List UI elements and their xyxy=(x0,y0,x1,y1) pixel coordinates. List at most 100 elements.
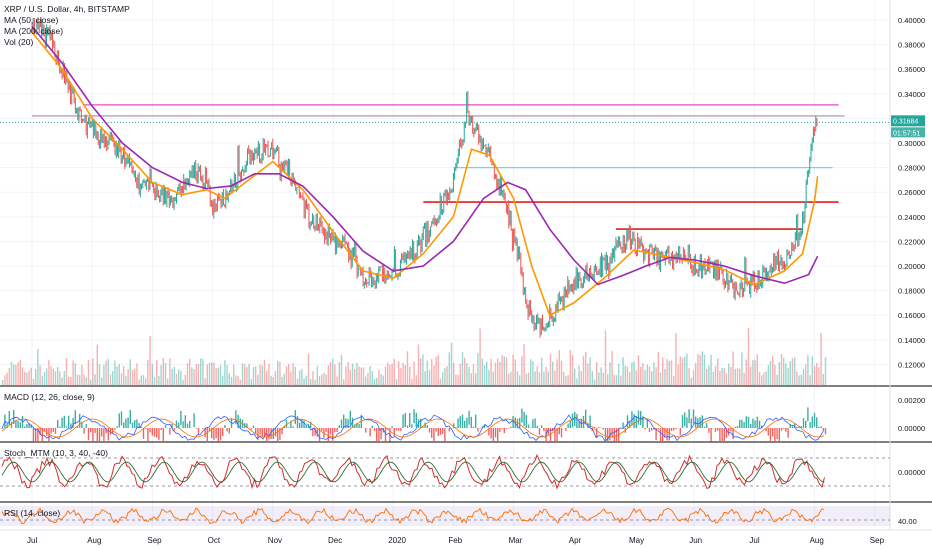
volume-bar xyxy=(688,368,690,386)
rsi-pane[interactable] xyxy=(0,506,890,526)
price-tick-label: 0.18000 xyxy=(898,287,925,296)
macd-histogram-bar xyxy=(499,428,501,432)
pane-tick-label: 0.00000 xyxy=(898,424,925,433)
volume-bar xyxy=(798,375,800,386)
volume-bar xyxy=(299,370,301,386)
price-tick-label: 0.14000 xyxy=(898,336,925,345)
volume-bar xyxy=(490,358,492,386)
stoch-mtm-pane[interactable] xyxy=(0,453,890,490)
macd-histogram-bar xyxy=(395,428,398,431)
macd-histogram-bar xyxy=(26,423,28,428)
volume-bar xyxy=(411,378,413,386)
macd-histogram-bar xyxy=(442,428,444,434)
volume-bar xyxy=(235,375,237,386)
volume-bar xyxy=(15,364,17,386)
volume-bar xyxy=(173,366,175,386)
horizontal-levels[interactable] xyxy=(0,104,890,230)
macd-histogram-bar xyxy=(211,428,213,439)
volume-bar xyxy=(444,367,446,386)
macd-histogram-bar xyxy=(158,428,160,440)
macd-histogram-bar xyxy=(279,428,281,440)
volume-bar xyxy=(675,333,677,386)
price-axis[interactable]: 0.400000.380000.360000.340000.320000.300… xyxy=(891,16,925,526)
volume-bar xyxy=(184,374,186,386)
volume-bar xyxy=(574,368,576,386)
volume-bar xyxy=(521,356,523,386)
macd-histogram-bar xyxy=(65,426,68,428)
macd-histogram-bar xyxy=(134,420,136,428)
volume-bar xyxy=(791,358,794,386)
volume-bar xyxy=(257,374,259,386)
macd-histogram-bar xyxy=(730,428,732,432)
macd-histogram-bar xyxy=(455,427,457,428)
macd-histogram-bar xyxy=(472,426,475,428)
macd-histogram-bar xyxy=(393,428,395,436)
volume-bar xyxy=(629,372,631,386)
macd-pane[interactable] xyxy=(1,407,827,442)
macd-histogram-bar xyxy=(263,428,266,438)
volume-bar xyxy=(224,360,226,386)
volume-bar xyxy=(556,359,558,386)
volume-bar xyxy=(233,364,235,386)
volume-bar xyxy=(356,363,358,386)
macd-histogram-bar xyxy=(708,428,710,433)
macd-histogram-bar xyxy=(274,428,277,437)
volume-bar xyxy=(457,374,459,386)
macd-histogram-bar xyxy=(668,428,670,441)
macd-histogram-bar xyxy=(706,422,708,428)
volume-bar xyxy=(499,361,501,386)
volume-bar xyxy=(701,351,703,386)
macd-histogram-bar xyxy=(136,419,138,428)
volume-bar xyxy=(48,360,50,386)
volume-bar xyxy=(609,362,611,386)
macd-histogram-bar xyxy=(697,418,699,428)
macd-histogram-bar xyxy=(534,418,536,428)
volume-bar xyxy=(402,362,404,386)
macd-histogram-bar xyxy=(318,428,321,442)
price-tick-label: 0.22000 xyxy=(898,237,925,246)
macd-histogram-bar xyxy=(105,428,107,434)
volume-bar xyxy=(598,372,600,386)
volume-bar xyxy=(699,355,701,386)
macd-histogram-bar xyxy=(483,425,486,428)
volume-bar xyxy=(820,332,822,386)
macd-histogram-bar xyxy=(457,418,459,428)
volume-bar xyxy=(563,371,565,386)
volume-bar xyxy=(424,371,426,386)
volume-bar xyxy=(778,361,780,386)
macd-label: MACD (12, 26, close, 9) xyxy=(4,392,95,402)
volume-bar xyxy=(747,327,750,386)
macd-histogram-bar xyxy=(780,428,783,431)
macd-histogram-bar xyxy=(585,409,587,424)
time-axis[interactable]: Jul Aug Sep Oct Nov Dec 2020 Feb Mar Apr May Jun Jul… xyxy=(0,529,932,545)
volume-bar xyxy=(811,356,813,386)
volume-bar xyxy=(659,372,662,386)
macd-histogram-bar xyxy=(558,428,560,435)
volume-bar xyxy=(305,375,307,386)
volume-bar xyxy=(631,362,633,386)
volume-bar xyxy=(208,362,211,386)
macd-histogram-bar xyxy=(114,428,116,430)
volume-bar xyxy=(668,360,670,386)
macd-histogram-bar xyxy=(169,428,171,435)
macd-histogram-bar xyxy=(717,428,719,431)
legend-ma200: MA (200, close) xyxy=(4,26,64,36)
volume-bar xyxy=(373,378,376,386)
volume-bar xyxy=(719,370,721,386)
volume-bar xyxy=(112,371,114,386)
time-tick-label: Feb xyxy=(448,536,462,545)
macd-histogram-bar xyxy=(39,428,41,436)
macd-histogram-bar xyxy=(48,428,50,442)
stoch-label: Stoch_MTM (10, 3, 40, -40) xyxy=(4,448,108,458)
volume-bar xyxy=(169,358,171,386)
macd-histogram-bar xyxy=(466,417,468,428)
volume-bar xyxy=(488,370,490,386)
volume-bar xyxy=(65,358,68,386)
countdown-label: 01:57:51 xyxy=(893,130,920,137)
macd-histogram-bar xyxy=(569,420,571,428)
macd-histogram-bar xyxy=(824,428,827,435)
macd-histogram-bar xyxy=(268,428,270,440)
macd-histogram-bar xyxy=(404,412,406,427)
volume-bar xyxy=(615,375,618,386)
